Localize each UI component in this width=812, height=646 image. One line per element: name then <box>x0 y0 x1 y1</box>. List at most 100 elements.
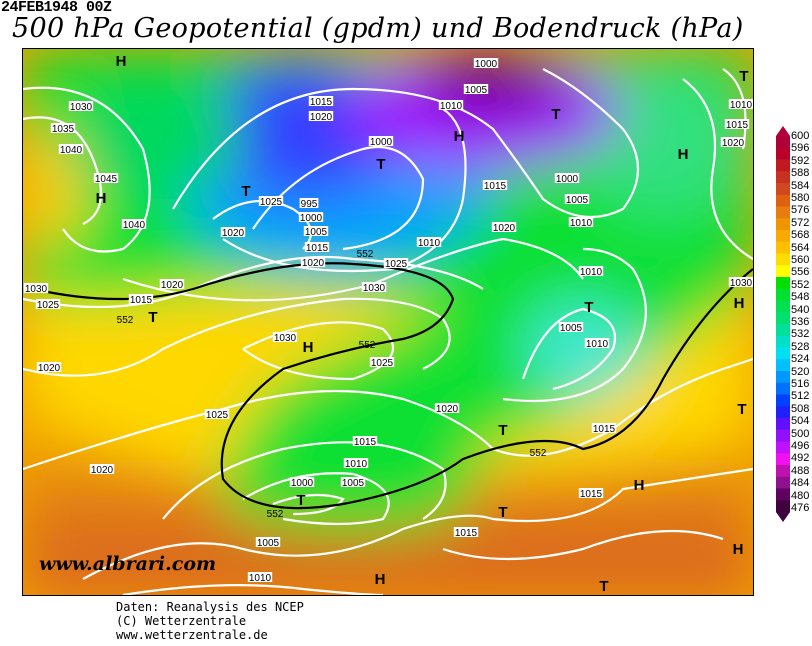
low-pressure-marker: T <box>551 106 560 123</box>
geopotential-label: 552 <box>530 448 547 459</box>
colorbar-segment <box>776 371 790 384</box>
colorbar-label: 552 <box>791 278 810 291</box>
isobar-label: 1035 <box>52 124 75 135</box>
isobar-label: 1025 <box>260 197 283 208</box>
colorbar-segment <box>776 418 790 431</box>
isobar-label: 1020 <box>38 363 61 374</box>
isobar-label-bg <box>299 198 319 208</box>
isobar-label-bg <box>304 242 330 252</box>
high-pressure-marker: H <box>375 571 386 588</box>
colorbar-label: 520 <box>791 365 810 378</box>
colorbar-segment <box>776 253 790 266</box>
isobar-label-bg <box>724 119 750 129</box>
isobar-label-bg <box>272 332 298 342</box>
isobar-label: 1000 <box>300 213 323 224</box>
colorbar-segment <box>776 500 790 513</box>
colorbar-segment <box>776 382 790 395</box>
colorbar-segment <box>776 312 790 325</box>
colorbar-segment <box>776 453 790 466</box>
isobar-label: 1015 <box>306 243 329 254</box>
isobar-label: 1020 <box>493 223 516 234</box>
geopotential-label: 552 <box>267 509 284 520</box>
isobar-label-bg <box>473 58 499 68</box>
isobar-label-bg <box>558 322 584 332</box>
colorbar-segment <box>776 230 790 243</box>
isobar-label: 1000 <box>475 59 498 70</box>
colorbar-segment <box>776 147 790 160</box>
colorbar-label: 516 <box>791 378 810 390</box>
colorbar-segment <box>776 300 790 313</box>
low-pressure-marker: T <box>599 578 608 595</box>
low-pressure-marker: T <box>148 309 157 326</box>
high-pressure-marker: H <box>303 339 314 356</box>
isobar-label: 1015 <box>455 528 478 539</box>
colorbar-segment <box>776 335 790 348</box>
isobar-label-bg <box>368 136 394 146</box>
isobar-label-bg <box>728 277 753 287</box>
colorbar-label: 564 <box>791 241 810 254</box>
isobar-label-bg <box>308 96 334 106</box>
colorbar-label: 524 <box>791 353 810 366</box>
isobar-label: 1020 <box>310 112 333 123</box>
isobar-label-bg <box>50 123 76 133</box>
isobar-label: 1030 <box>730 278 753 289</box>
isobar-label-bg <box>343 458 369 468</box>
isobar-label: 1040 <box>123 220 146 231</box>
isobar-label: 1005 <box>566 195 589 206</box>
low-pressure-marker: T <box>376 156 385 173</box>
colorbar-label: 484 <box>791 477 810 490</box>
colorbar-segment <box>776 347 790 360</box>
isobar-label-bg <box>416 237 442 247</box>
colorbar-label: 576 <box>791 204 810 217</box>
colorbar-label: 596 <box>791 142 810 155</box>
colorbar-segment <box>776 359 790 372</box>
high-pressure-marker: H <box>634 477 645 494</box>
colorbar-segment <box>776 465 790 478</box>
isobar-label: 1020 <box>91 465 114 476</box>
colorbar-segment <box>776 277 790 290</box>
isobar-label-bg <box>352 436 378 446</box>
colorbar-segment <box>776 476 790 489</box>
isobar-label: 1030 <box>363 283 386 294</box>
isobar-label-bg <box>434 403 460 413</box>
isobar-label: 1000 <box>370 137 393 148</box>
isobar-label-bg <box>340 477 366 487</box>
footer: Daten: Reanalysis des NCEP (C) Wetterzen… <box>116 600 304 642</box>
geopotential-label: 552 <box>357 249 374 260</box>
low-pressure-marker: T <box>498 504 507 521</box>
isobar-label: 1040 <box>60 145 83 156</box>
high-pressure-marker: H <box>678 146 689 163</box>
colorbar-label: 496 <box>791 440 810 452</box>
low-pressure-marker: T <box>241 183 250 200</box>
colorbar-label: 548 <box>791 291 810 304</box>
colorbar-max-arrow <box>776 126 790 136</box>
isobar-label-bg <box>289 477 315 487</box>
colorbar-label: 592 <box>791 154 810 167</box>
isobar-label-bg <box>93 173 119 183</box>
colorbar-segment <box>776 288 790 301</box>
isobar-label-bg <box>591 423 617 433</box>
map-labels: H T H T T H H T T H T T T T H H T H T H 1030 1035 1040 1045 1040… <box>23 53 753 595</box>
colorbar-segment <box>776 265 790 278</box>
isobar-label: 1025 <box>206 410 229 421</box>
isobar-label: 1000 <box>291 478 314 489</box>
high-pressure-marker: H <box>734 295 745 312</box>
isobar-label-bg <box>58 144 84 154</box>
watermark: www.albrari.com <box>39 553 217 575</box>
isobar-label-bg <box>482 180 508 190</box>
source-url[interactable]: www.wetterzentrale.de <box>116 628 268 642</box>
isobar-label-bg <box>35 299 61 309</box>
colorbar-segment <box>776 218 790 231</box>
colorbar-label: 512 <box>791 390 810 403</box>
isobar-label: 1015 <box>726 120 749 131</box>
isobar-label-bg <box>36 362 62 372</box>
data-source: Daten: Reanalysis des NCEP <box>116 600 304 614</box>
isobar-label: 1010 <box>586 339 609 350</box>
isobar-label-bg <box>220 227 246 237</box>
map-canvas: H T H T T H H T T H T T T T H H T H T H 1030 1035 1040 1045 1040… <box>23 49 753 595</box>
colorbar-label: 572 <box>791 216 810 229</box>
colorbar-label: 536 <box>791 316 810 328</box>
colorbar-label: 492 <box>791 452 810 465</box>
colorbar-label: 480 <box>791 489 810 502</box>
colorbar-label: 584 <box>791 179 810 192</box>
